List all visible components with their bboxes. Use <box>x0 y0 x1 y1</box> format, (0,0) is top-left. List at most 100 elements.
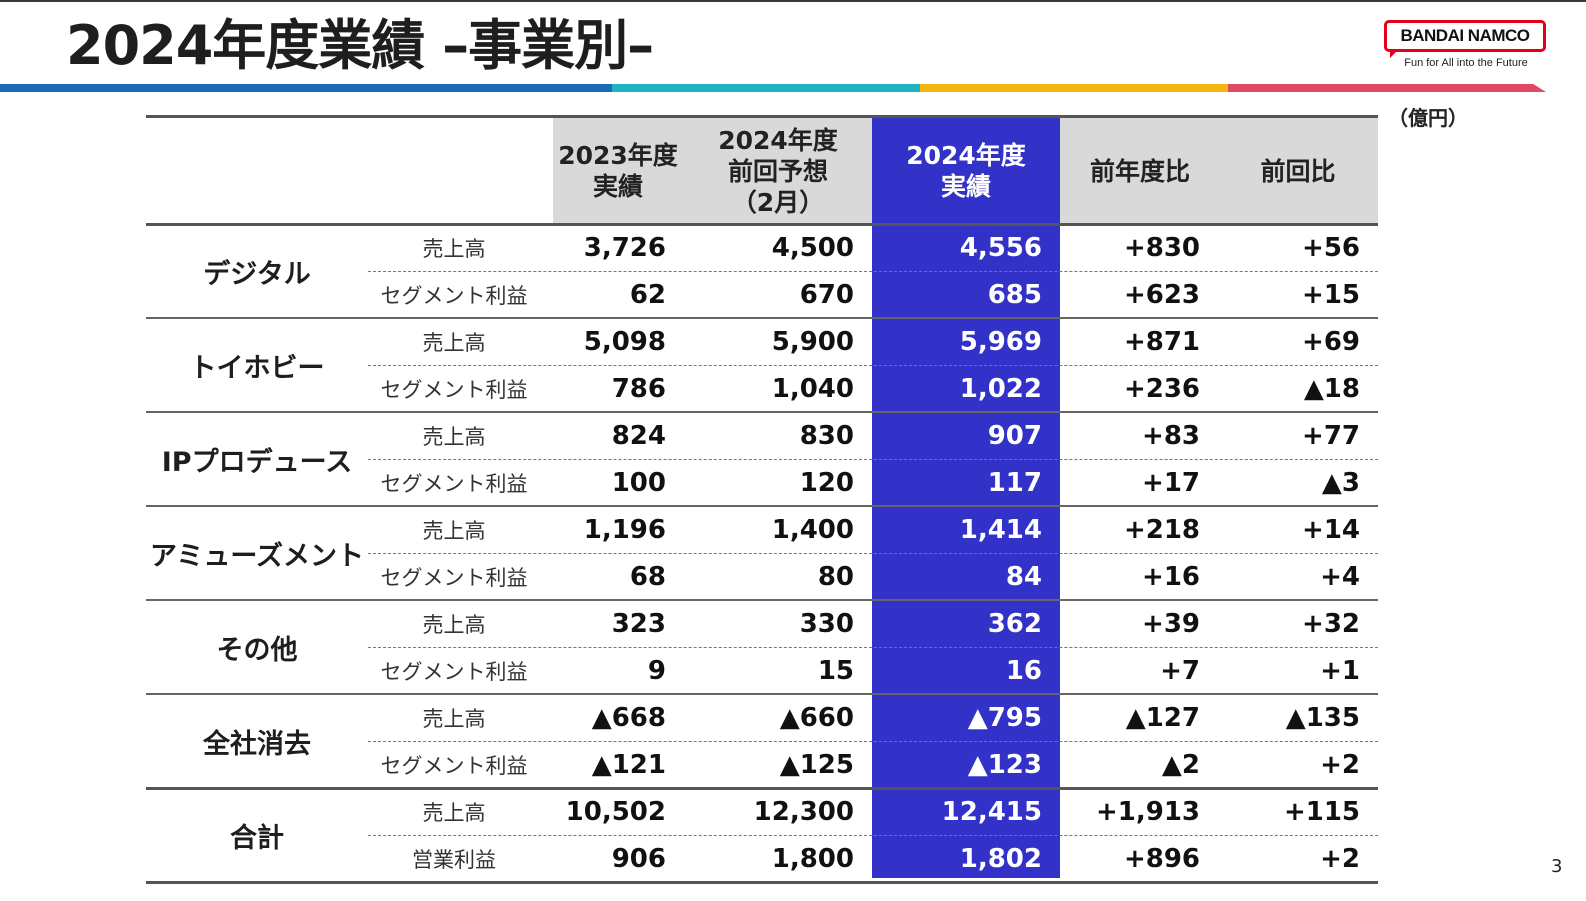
cell-fy2024-prev-forecast: 15 <box>817 655 854 686</box>
cell-yoy-change: +17 <box>1142 467 1200 498</box>
header-line: 2024年度 <box>906 141 1026 170</box>
cell-yoy-change: +623 <box>1123 279 1200 310</box>
header-line: 実績 <box>940 172 991 201</box>
cell-vs-forecast-change: +4 <box>1320 561 1360 592</box>
header-line: 実績 <box>592 172 643 201</box>
cell-yoy-change: +236 <box>1123 373 1200 404</box>
cell-yoy-change: +7 <box>1160 655 1200 686</box>
cell-fy2024-actual: 362 <box>987 608 1042 639</box>
metric-label: セグメント利益 <box>380 377 528 402</box>
row-divider-dashed <box>368 365 1378 366</box>
color-band-pink <box>1228 84 1546 92</box>
cell-vs-forecast-change: +1 <box>1320 655 1360 686</box>
metric-label: 売上高 <box>422 612 486 637</box>
cell-vs-forecast-change: +115 <box>1283 796 1360 827</box>
cell-yoy-change: ▲127 <box>1125 702 1200 733</box>
cell-fy2023-actual: 1,196 <box>583 514 666 545</box>
cell-fy2024-prev-forecast: 670 <box>799 279 854 310</box>
cell-fy2024-prev-forecast: 330 <box>799 608 854 639</box>
highlight-column-background <box>872 117 1060 878</box>
cell-fy2023-actual: 3,726 <box>583 232 666 263</box>
cell-vs-forecast-change: ▲3 <box>1321 467 1360 498</box>
row-divider-dashed <box>368 647 1378 648</box>
cell-fy2023-actual: ▲668 <box>591 702 666 733</box>
row-divider-dashed <box>368 459 1378 460</box>
header-line: 前回予想 <box>727 156 828 186</box>
cell-fy2024-actual: 685 <box>987 279 1042 310</box>
metric-label: 営業利益 <box>412 847 496 872</box>
bandai-namco-logo: BANDAI NAMCO Fun for All into the Future <box>1384 20 1552 76</box>
metric-label: 売上高 <box>422 518 486 543</box>
cell-fy2023-actual: 824 <box>611 420 666 451</box>
logo-tagline: Fun for All into the Future <box>1404 57 1528 69</box>
segment-divider-rule <box>146 411 1378 413</box>
cell-fy2024-prev-forecast: 1,800 <box>771 843 854 874</box>
cell-yoy-change: +1,913 <box>1095 796 1200 827</box>
header-line: 前回比 <box>1260 156 1336 186</box>
header-line: 前年度比 <box>1089 156 1190 186</box>
cell-yoy-change: +218 <box>1123 514 1200 545</box>
segment-name: 合計 <box>230 822 284 854</box>
cell-fy2024-actual: 16 <box>1005 655 1042 686</box>
cell-fy2024-prev-forecast: 830 <box>799 420 854 451</box>
cell-fy2024-prev-forecast: 1,040 <box>771 373 854 404</box>
color-band-yellow <box>920 84 1228 92</box>
cell-fy2024-actual: 1,802 <box>959 843 1042 874</box>
cell-fy2024-prev-forecast: 1,400 <box>771 514 854 545</box>
cell-fy2024-actual: 907 <box>987 420 1042 451</box>
cell-fy2023-actual: 100 <box>611 467 666 498</box>
header-yoy-change: 前年度比 <box>1055 118 1225 224</box>
segment-divider-rule <box>146 693 1378 695</box>
segment-name: トイホビー <box>189 352 325 384</box>
cell-vs-forecast-change: +56 <box>1302 232 1360 263</box>
cell-fy2024-prev-forecast: 12,300 <box>753 796 854 827</box>
segment-name: その他 <box>216 634 298 666</box>
cell-fy2024-actual: 1,414 <box>959 514 1042 545</box>
cell-vs-forecast-change: +2 <box>1320 843 1360 874</box>
cell-fy2024-prev-forecast: 80 <box>817 561 854 592</box>
cell-fy2024-actual: 117 <box>987 467 1042 498</box>
segment-name: 全社消去 <box>203 728 311 760</box>
logo-wordmark: BANDAI NAMCO <box>1384 20 1546 52</box>
metric-label: セグメント利益 <box>380 283 528 308</box>
cell-fy2023-actual: 906 <box>611 843 666 874</box>
logo-speech-tail <box>1390 49 1399 58</box>
header-fy2024-actual: 2024年度 実績 <box>881 118 1051 224</box>
segment-divider-rule <box>146 505 1378 507</box>
unit-label: （億円） <box>1388 106 1468 130</box>
table-bottom-rule <box>146 881 1378 884</box>
cell-yoy-change: +896 <box>1123 843 1200 874</box>
cell-yoy-change: +83 <box>1142 420 1200 451</box>
cell-fy2023-actual: 786 <box>611 373 666 404</box>
cell-fy2024-prev-forecast: 5,900 <box>771 326 854 357</box>
cell-fy2023-actual: 68 <box>629 561 666 592</box>
segment-divider-rule <box>146 599 1378 601</box>
cell-vs-forecast-change: +77 <box>1302 420 1360 451</box>
cell-fy2024-actual: 12,415 <box>941 796 1042 827</box>
header-line: 2023年度 <box>558 141 678 170</box>
cell-fy2024-prev-forecast: ▲125 <box>779 749 854 780</box>
cell-yoy-change: +16 <box>1142 561 1200 592</box>
cell-fy2024-actual: 4,556 <box>959 232 1042 263</box>
segment-divider-rule <box>146 787 1378 790</box>
cell-fy2023-actual: 9 <box>647 655 666 686</box>
metric-label: セグメント利益 <box>380 659 528 684</box>
header-fy2024-prev-forecast: 2024年度 前回予想 （2月） <box>693 118 863 224</box>
cell-fy2024-actual: 84 <box>1005 561 1042 592</box>
segment-name: デジタル <box>203 258 311 290</box>
metric-label: セグメント利益 <box>380 471 528 496</box>
cell-fy2024-actual: 5,969 <box>959 326 1042 357</box>
color-band-teal <box>612 84 920 92</box>
metric-label: 売上高 <box>422 706 486 731</box>
cell-fy2023-actual: 10,502 <box>565 796 666 827</box>
header-line: 2024年度 <box>718 125 838 155</box>
top-border-line <box>0 0 1586 2</box>
cell-yoy-change: +830 <box>1123 232 1200 263</box>
cell-vs-forecast-change: +32 <box>1302 608 1360 639</box>
header-bottom-rule <box>146 223 1378 226</box>
color-band-blue <box>0 84 612 92</box>
cell-fy2023-actual: ▲121 <box>591 749 666 780</box>
cell-vs-forecast-change: +2 <box>1320 749 1360 780</box>
row-divider-dashed <box>368 271 1378 272</box>
